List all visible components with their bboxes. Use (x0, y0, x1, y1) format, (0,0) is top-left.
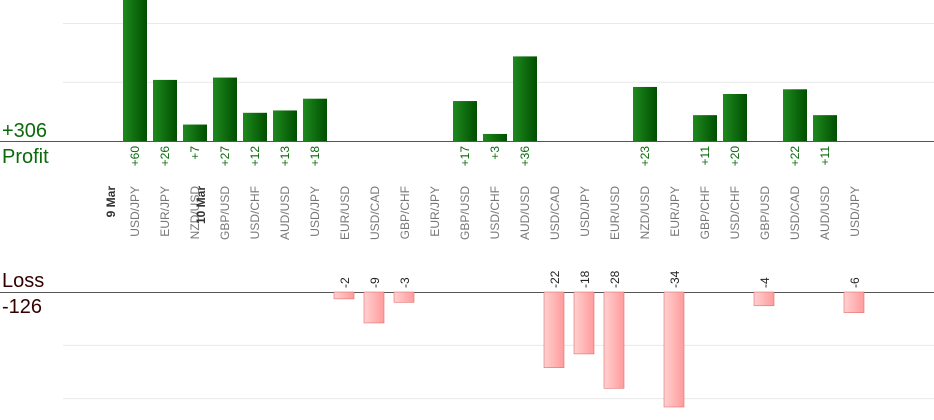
pair-label: GBP/CHF (698, 186, 712, 239)
loss-value-label: -22 (548, 270, 562, 288)
loss-value-label: -34 (668, 270, 682, 288)
pair-label: AUD/USD (278, 186, 292, 240)
bars (123, 0, 865, 408)
profit-bar (183, 124, 207, 141)
loss-label: Loss (2, 270, 44, 292)
date-label: 9 Mar (104, 186, 118, 218)
loss-value-label: -9 (368, 277, 382, 288)
pair-label: USD/CAD (788, 186, 802, 240)
profit-bar (153, 79, 177, 141)
pair-label: USD/CHF (488, 186, 502, 239)
loss-bar (333, 291, 355, 300)
pair-label: USD/CHF (728, 186, 742, 239)
pair-label: GBP/USD (458, 186, 472, 240)
profit-bar (483, 133, 507, 141)
profit-bar (633, 86, 657, 141)
loss-total: -126 (2, 296, 42, 318)
pair-label: NZD/USD (638, 186, 652, 240)
profit-value-label: +60 (128, 146, 142, 167)
loss-bar (663, 291, 685, 408)
loss-bar (393, 291, 415, 303)
profit-bar (813, 115, 837, 141)
pair-label: EUR/JPY (428, 186, 442, 237)
profit-bar (123, 0, 147, 141)
pair-label: GBP/USD (758, 186, 772, 240)
profit-value-label: +3 (488, 146, 502, 160)
profit-bar (513, 56, 537, 141)
profit-bar (303, 98, 327, 141)
profit-bar (783, 89, 807, 141)
profit-bar (453, 101, 477, 141)
profit-value-label: +12 (248, 146, 262, 167)
pair-label: USD/JPY (128, 186, 142, 237)
loss-bar (363, 291, 385, 324)
pair-label: AUD/USD (518, 186, 532, 240)
profit-bar (723, 94, 747, 141)
profit-value-label: +22 (788, 146, 802, 167)
labels: +60 USD/JPY 9 Mar +26 EUR/JPY +7 NZD/USD +27 GBP… (104, 146, 862, 288)
profit-value-label: +11 (818, 146, 832, 166)
pair-label: USD/JPY (308, 186, 322, 237)
pair-label: GBP/USD (218, 186, 232, 240)
profit-value-label: +27 (218, 146, 232, 167)
profit-total: +306 (2, 120, 47, 142)
profit-value-label: +23 (638, 146, 652, 167)
pair-label: USD/CHF (248, 186, 262, 239)
profit-value-label: +11 (698, 146, 712, 166)
date-label: 10 Mar (194, 186, 208, 224)
profit-value-label: +26 (158, 146, 172, 167)
pair-label: USD/CAD (548, 186, 562, 240)
profit-label: Profit (2, 146, 49, 168)
loss-bar (543, 291, 565, 368)
profit-bar (213, 77, 237, 141)
loss-value-label: -2 (338, 277, 352, 288)
profit-value-label: +20 (728, 146, 742, 167)
pair-label: NZD/USD (188, 186, 202, 240)
profit-value-label: +36 (518, 146, 532, 167)
loss-value-label: -6 (848, 277, 862, 288)
baselines (0, 141, 934, 293)
loss-bar (843, 291, 865, 313)
loss-value-label: -4 (758, 277, 772, 288)
loss-value-label: -3 (398, 277, 412, 288)
pair-label: USD/JPY (578, 186, 592, 237)
pair-label: EUR/JPY (158, 186, 172, 237)
pair-label: EUR/USD (338, 186, 352, 240)
loss-bar (603, 291, 625, 389)
pair-label: USD/JPY (848, 186, 862, 237)
pair-label: AUD/USD (818, 186, 832, 240)
pair-label: GBP/CHF (398, 186, 412, 239)
loss-value-label: -28 (608, 270, 622, 288)
profit-bar (243, 112, 267, 141)
profit-value-label: +17 (458, 146, 472, 167)
loss-bar (573, 291, 595, 355)
pair-label: EUR/JPY (668, 186, 682, 237)
loss-value-label: -18 (578, 270, 592, 288)
pair-label: EUR/USD (608, 186, 622, 240)
profit-value-label: +13 (278, 146, 292, 167)
profit-bar (693, 115, 717, 141)
pair-label: USD/CAD (368, 186, 382, 240)
loss-bar (753, 291, 775, 307)
profit-bar (273, 110, 297, 141)
profit-value-label: +7 (188, 146, 202, 160)
profit-value-label: +18 (308, 146, 322, 167)
gridlines (63, 23, 934, 400)
